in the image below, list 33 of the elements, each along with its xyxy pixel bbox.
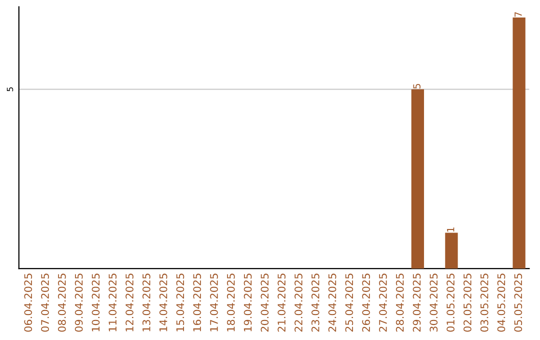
x-tick-label: 21.04.2025 xyxy=(278,274,286,332)
x-tick-label: 14.04.2025 xyxy=(159,274,168,332)
x-tick-label: 16.04.2025 xyxy=(193,274,202,332)
x-tick-label: 18.04.2025 xyxy=(226,274,235,332)
x-tick-label: 22.04.2025 xyxy=(294,274,302,332)
x-tick-label: 06.04.2025 xyxy=(24,274,32,332)
x-tick-label: 08.04.2025 xyxy=(58,274,66,332)
x-tick-label: 03.05.2025 xyxy=(480,274,488,332)
data-label: 7 xyxy=(514,12,522,17)
x-tick-label: 20.04.2025 xyxy=(260,274,269,332)
x-tick-label: 29.04.2025 xyxy=(412,274,421,332)
x-tick-label: 13.04.2025 xyxy=(142,274,150,332)
x-tick-label: 25.04.2025 xyxy=(345,274,354,332)
data-label: 1 xyxy=(447,227,454,232)
x-tick-label: 12.04.2025 xyxy=(126,274,134,332)
x-tick-label: 27.04.2025 xyxy=(379,274,387,332)
x-tick-label: 09.04.2025 xyxy=(74,274,83,332)
x-tick-label: 15.04.2025 xyxy=(176,274,184,332)
x-tick-label: 24.04.2025 xyxy=(328,274,336,332)
x-tick-label: 11.04.2025 xyxy=(108,274,117,332)
x-tick-label: 23.04.2025 xyxy=(311,274,320,332)
x-tick-label: 30.04.2025 xyxy=(430,274,438,332)
x-tick-label: 26.04.2025 xyxy=(362,274,370,332)
x-tick-label: 07.04.2025 xyxy=(41,274,49,332)
x-tick-label: 04.05.2025 xyxy=(497,274,506,332)
x-tick-label: 10.04.2025 xyxy=(92,274,100,332)
x-tick-label: 28.04.2025 xyxy=(396,274,404,332)
x-tick-label: 01.05.2025 xyxy=(446,274,454,332)
data-label: 5 xyxy=(413,84,420,89)
x-tick-label: 02.05.2025 xyxy=(464,274,472,332)
x-tick-label: 05.05.2025 xyxy=(514,274,522,332)
x-tick-label: 17.04.2025 xyxy=(210,274,218,332)
x-tick-label: 19.04.2025 xyxy=(244,274,252,332)
